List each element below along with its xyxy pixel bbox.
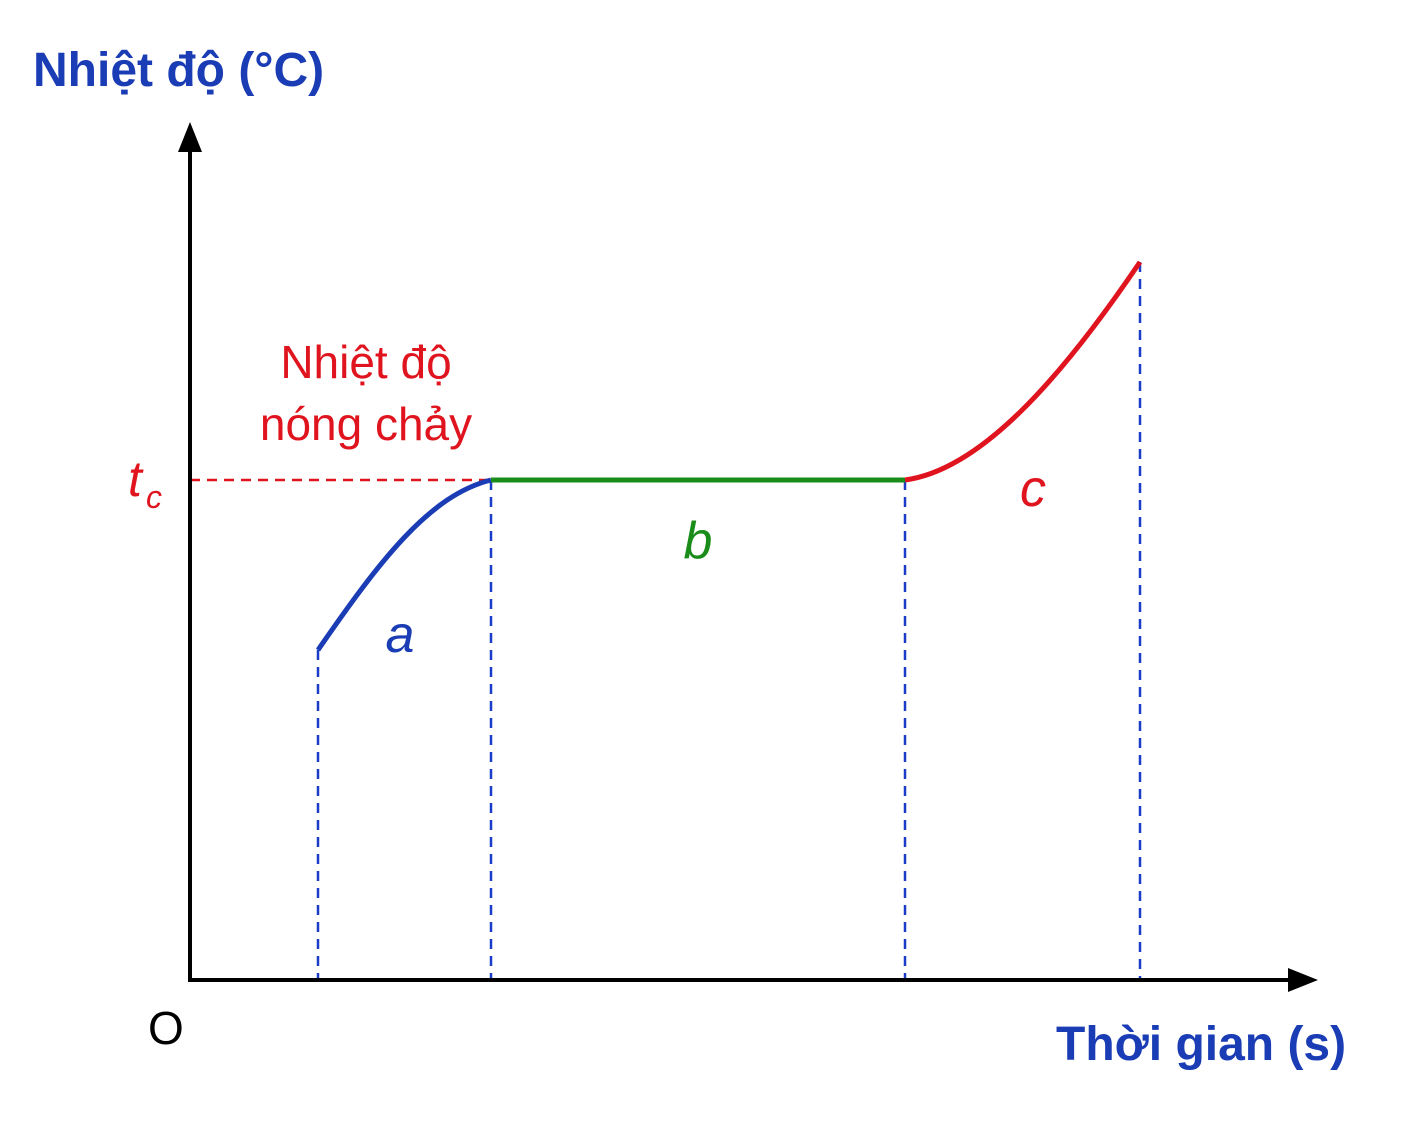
melting-label: Nhiệt độ (280, 336, 451, 388)
x-arrow (1288, 968, 1318, 992)
segment-label: b (684, 512, 713, 570)
segment-a-curve (315, 477, 492, 652)
y-axis-label: Nhiệt độ (°C) (33, 44, 324, 97)
segment-label: c (1020, 460, 1046, 518)
origin-label: O (148, 1002, 184, 1054)
x-axis-label: Thời gian (s) (1056, 1018, 1346, 1071)
tc-symbol: t (128, 451, 144, 507)
y-arrow (178, 122, 202, 152)
segment-label: a (386, 606, 415, 664)
tc-subscript: c (146, 479, 162, 515)
melting-label: nóng chảy (260, 398, 472, 450)
segment-c-curve (904, 260, 1143, 483)
